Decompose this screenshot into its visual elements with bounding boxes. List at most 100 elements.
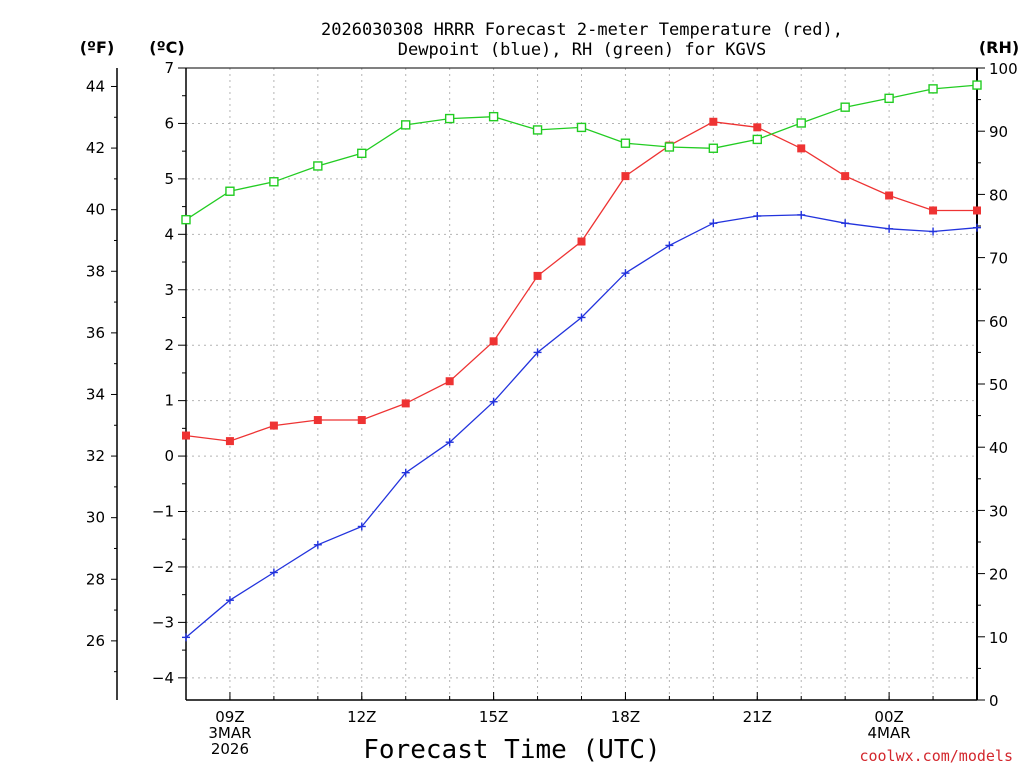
x-tick-label: 15Z bbox=[479, 708, 508, 726]
celsius-tick-label: −3 bbox=[152, 613, 174, 631]
temperature-point bbox=[929, 206, 938, 215]
rh-tick-label: 70 bbox=[989, 250, 1008, 268]
x-tick-label: 18Z bbox=[611, 708, 640, 726]
dewpoint-point bbox=[753, 212, 762, 221]
rh-point bbox=[444, 113, 455, 124]
temperature-point bbox=[401, 399, 410, 408]
rh-point bbox=[313, 161, 323, 171]
rh-point bbox=[357, 148, 367, 159]
temperature-point bbox=[577, 237, 586, 246]
dewpoint-point bbox=[182, 633, 190, 642]
fahrenheit-tick-label: 32 bbox=[86, 447, 105, 465]
fahrenheit-tick-label: 40 bbox=[86, 201, 105, 219]
dewpoint-point bbox=[445, 438, 454, 447]
celsius-tick-label: 2 bbox=[164, 336, 174, 354]
dewpoint-point bbox=[577, 313, 586, 322]
celsius-tick-label: 5 bbox=[164, 170, 174, 188]
temperature-point bbox=[841, 172, 850, 181]
rh-tick-label: 0 bbox=[989, 692, 999, 710]
temperature-point bbox=[225, 437, 234, 446]
rh-point bbox=[488, 111, 499, 122]
celsius-tick-label: 6 bbox=[164, 114, 174, 132]
temperature-point bbox=[797, 144, 806, 153]
dewpoint-point bbox=[973, 223, 981, 232]
x-tick-label: 4MAR bbox=[868, 724, 911, 742]
celsius-tick-label: −2 bbox=[152, 558, 174, 576]
rh-point bbox=[884, 93, 894, 104]
rh-tick-label: 50 bbox=[989, 376, 1008, 394]
axis-ticks: −4−3−2−101234567262830323436384042440102… bbox=[86, 59, 1018, 758]
rh-point bbox=[928, 84, 938, 94]
celsius-tick-label: −4 bbox=[152, 669, 174, 687]
temperature-point bbox=[182, 431, 190, 440]
celsius-tick-label: 0 bbox=[164, 447, 174, 465]
temperature-point bbox=[357, 416, 366, 425]
temperature-point bbox=[973, 206, 981, 215]
x-tick-label: 00Z bbox=[874, 708, 903, 726]
celsius-tick-label: 1 bbox=[164, 392, 174, 410]
data-series bbox=[181, 80, 982, 642]
temperature-point bbox=[313, 416, 322, 425]
rh-point bbox=[181, 214, 191, 225]
axes bbox=[116, 67, 978, 701]
temperature-point bbox=[269, 421, 278, 430]
celsius-unit-label: (ºC) bbox=[149, 38, 184, 57]
x-tick-label: 21Z bbox=[743, 708, 772, 726]
dewpoint-point bbox=[929, 227, 938, 236]
dewpoint-point bbox=[665, 241, 674, 250]
rh-tick-label: 100 bbox=[989, 60, 1018, 78]
dewpoint-point bbox=[489, 397, 498, 406]
chart-title-line-2: Dewpoint (blue), RH (green) for KGVS bbox=[398, 40, 766, 60]
credit-text: coolwx.com/models bbox=[859, 747, 1013, 765]
series-temperature bbox=[182, 117, 981, 446]
rh-point bbox=[708, 143, 719, 153]
celsius-tick-label: −1 bbox=[152, 503, 174, 521]
temperature-point bbox=[709, 117, 718, 126]
rh-point bbox=[796, 118, 806, 128]
dewpoint-point bbox=[797, 210, 806, 219]
fahrenheit-tick-label: 36 bbox=[86, 324, 105, 342]
grid-lines bbox=[186, 67, 977, 700]
x-axis-label: Forecast Time (UTC) bbox=[363, 735, 660, 765]
rh-tick-label: 20 bbox=[989, 566, 1008, 584]
dewpoint-point bbox=[709, 219, 718, 228]
rh-tick-label: 60 bbox=[989, 313, 1008, 331]
series-dewpoint bbox=[182, 210, 981, 642]
fahrenheit-tick-label: 44 bbox=[86, 77, 105, 95]
temperature-point bbox=[489, 337, 498, 346]
fahrenheit-tick-label: 30 bbox=[86, 509, 105, 527]
rh-point bbox=[664, 142, 675, 152]
rh-point bbox=[269, 177, 279, 187]
dewpoint-point bbox=[269, 568, 278, 577]
chart-title-line-1: 2026030308 HRRR Forecast 2-meter Tempera… bbox=[321, 20, 843, 40]
dewpoint-point bbox=[841, 219, 850, 228]
temperature-point bbox=[445, 377, 454, 386]
celsius-tick-label: 7 bbox=[164, 59, 174, 77]
rh-point bbox=[620, 138, 631, 148]
rh-point bbox=[401, 120, 411, 130]
celsius-tick-label: 3 bbox=[164, 281, 174, 299]
temperature-point bbox=[621, 172, 630, 181]
fahrenheit-tick-label: 42 bbox=[86, 139, 105, 157]
fahrenheit-unit-label: (ºF) bbox=[80, 38, 115, 57]
dewpoint-point bbox=[885, 224, 894, 233]
rh-point bbox=[576, 122, 587, 133]
fahrenheit-tick-label: 28 bbox=[86, 570, 105, 588]
rh-tick-label: 30 bbox=[989, 502, 1008, 520]
rh-tick-label: 80 bbox=[989, 186, 1008, 204]
dewpoint-point bbox=[225, 596, 234, 605]
x-tick-label: 09Z bbox=[215, 708, 244, 726]
dewpoint-point bbox=[401, 468, 410, 477]
fahrenheit-tick-label: 38 bbox=[86, 262, 105, 280]
rh-unit-label: (RH) bbox=[979, 38, 1019, 57]
fahrenheit-tick-label: 26 bbox=[86, 632, 105, 650]
fahrenheit-tick-label: 34 bbox=[86, 385, 105, 403]
temperature-point bbox=[753, 123, 762, 132]
series-rh bbox=[181, 80, 982, 225]
rh-point bbox=[972, 80, 982, 90]
rh-tick-label: 90 bbox=[989, 123, 1008, 141]
chart-title: 2026030308 HRRR Forecast 2-meter Tempera… bbox=[321, 20, 843, 60]
rh-point bbox=[752, 134, 762, 145]
temperature-point bbox=[885, 191, 894, 200]
